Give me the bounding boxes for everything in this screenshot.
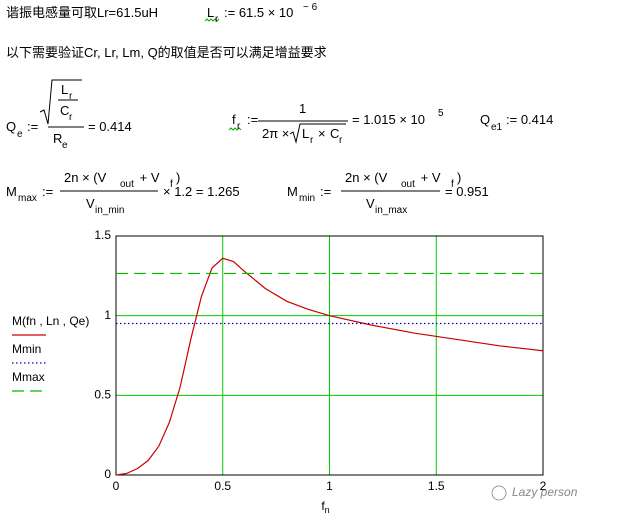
symbol: V: [86, 196, 95, 211]
subscript: r: [237, 121, 241, 132]
x-axis-label-main: f: [321, 499, 325, 513]
squiggle: [204, 18, 220, 22]
x-tick-label: 1.5: [428, 479, 445, 493]
symbol: f: [232, 112, 236, 127]
superscript: − 6: [303, 2, 318, 13]
sqrt-sign: [39, 79, 82, 125]
operator: :=: [42, 184, 54, 199]
symbol: L: [207, 5, 215, 20]
symbol: Q: [480, 112, 491, 127]
x-tick-label: 1: [326, 479, 333, 493]
formula-lines: [39, 18, 440, 192]
result: × 1.2 = 1.265: [163, 184, 240, 199]
symbol: C: [60, 103, 70, 118]
title: 谐振电感量可取Lr=61.5uH: [6, 5, 159, 20]
symbol: M: [6, 184, 17, 199]
y-tick-label: 0.5: [94, 388, 111, 402]
numerator: ): [176, 170, 181, 185]
subscript: out: [401, 179, 415, 190]
numerator: + V: [136, 170, 160, 185]
legend-label: Mmax: [12, 370, 45, 384]
numerator: 2n × (V: [64, 170, 107, 185]
subscript: f: [170, 179, 173, 190]
legend-label: Mmin: [12, 342, 41, 356]
symbol: L: [302, 126, 310, 141]
subscript: min: [299, 193, 316, 204]
plot-frame: [115, 235, 544, 476]
operator: ×: [318, 126, 326, 141]
y-tick-label: 0: [104, 467, 111, 481]
symbol: C: [330, 126, 340, 141]
watermark-icon: [491, 485, 507, 501]
y-tick-label: 1.5: [94, 228, 111, 242]
note: 以下需要验证Cr, Lr, Lm, Q的取值是否可以满足增益要求: [6, 45, 327, 60]
operator: :=: [320, 184, 332, 199]
result: = 0.414: [88, 119, 132, 134]
result: = 0.951: [445, 184, 489, 199]
subscript: e: [62, 140, 68, 151]
squiggle: [228, 127, 242, 131]
x-axis-label: fn: [321, 499, 329, 515]
superscript: 5: [438, 108, 444, 119]
x-tick-label: 2: [540, 479, 547, 493]
series-line: [115, 257, 544, 476]
numerator: ): [457, 170, 462, 185]
legend-label: M(fn , Ln , Qe): [12, 314, 89, 328]
subscript: in_min: [95, 205, 125, 216]
numerator: + V: [417, 170, 441, 185]
y-tick-label: 1: [104, 308, 111, 322]
expression: 2π ×: [262, 126, 290, 141]
subscript: e1: [491, 122, 503, 133]
subscript: out: [120, 179, 134, 190]
symbol: R: [53, 131, 63, 146]
symbol: M: [287, 184, 298, 199]
result: := 0.414: [506, 112, 554, 127]
subscript: max: [18, 193, 37, 204]
subscript: in_max: [375, 205, 408, 216]
x-axis-label-sub: n: [325, 505, 330, 515]
subscript: r: [339, 135, 343, 146]
numerator: 2n × (V: [345, 170, 388, 185]
operator: :=: [27, 119, 39, 134]
subscript: r: [310, 135, 314, 146]
symbol: V: [366, 196, 375, 211]
subscript: r: [215, 14, 219, 25]
symbol: L: [61, 82, 69, 97]
operator: :=: [247, 112, 259, 127]
sqrt-sign: [289, 123, 346, 144]
result: = 1.015 × 10: [352, 112, 426, 127]
watermark: Lazy person: [512, 485, 578, 499]
subscript: r: [69, 91, 73, 102]
subscript: r: [69, 112, 73, 123]
x-tick-label: 0.5: [214, 479, 231, 493]
symbol: Q: [6, 119, 17, 134]
numerator: 1: [299, 101, 307, 116]
x-tick-label: 0: [113, 479, 120, 493]
subscript: f: [451, 179, 454, 190]
expression: := 61.5 × 10: [224, 5, 294, 20]
subscript: e: [17, 129, 23, 140]
